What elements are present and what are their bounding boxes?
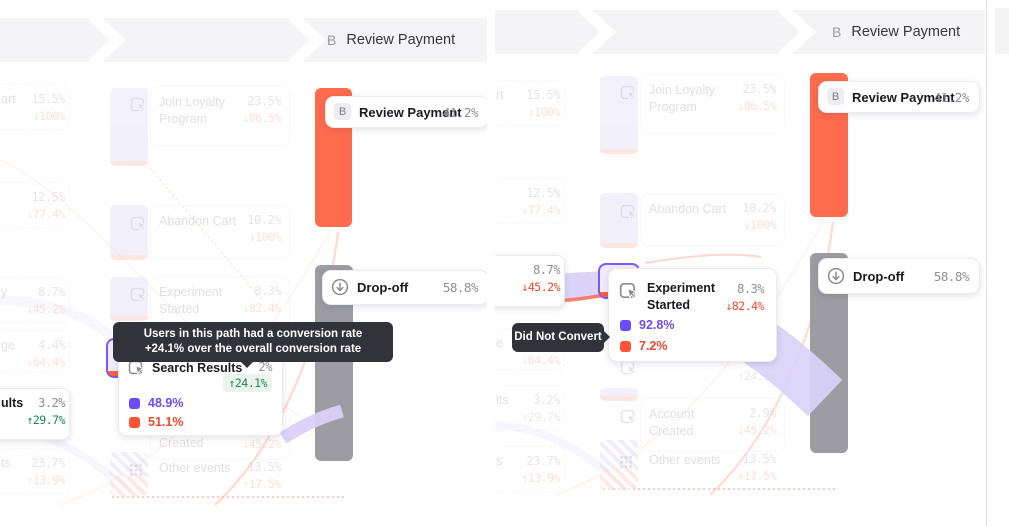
tooltip-caret — [240, 361, 254, 375]
dropoff-icon — [827, 267, 845, 285]
dropoff-icon — [331, 278, 349, 296]
bar-dropoff-tip — [600, 396, 638, 401]
edge-node-page[interactable]: ge 4.4% ↓64.4% — [0, 330, 70, 372]
edge-node-3[interactable]: y 8.7% ↓45.2% — [0, 277, 70, 323]
dropoff-card[interactable]: Drop-off 58.8% — [322, 270, 487, 305]
click-event-icon — [130, 287, 147, 303]
did-not-convert-tooltip: Did Not Convert — [512, 323, 604, 352]
node-card-join-loyalty[interactable]: Join Loyalty Program 23.5% ↓86.5% — [620, 74, 785, 134]
click-event-icon — [620, 85, 637, 101]
legend-did-not-convert: 92.8% — [620, 318, 674, 332]
step-title: Review Payment — [851, 24, 961, 40]
chevron-separators — [578, 10, 817, 54]
node-bar-abandon-cart[interactable] — [600, 193, 638, 248]
bar-dropoff-tip — [110, 316, 148, 321]
node-bar-join-loyalty[interactable] — [110, 88, 148, 166]
edge-node-selected-path-start[interactable]: 8.7% ↓45.2% — [495, 255, 565, 307]
step-badge: B — [334, 103, 351, 120]
edge-node-cart[interactable]: art 15.5% ↓100% — [0, 84, 70, 130]
step-title: Review Payment — [346, 32, 456, 48]
edge-node-cart[interactable]: rt 15.5% ↓100% — [495, 80, 565, 126]
legend-converted: 7.2% — [620, 339, 668, 353]
conversion-delta-badge[interactable]: ↑24.1% — [223, 374, 272, 392]
legend-swatch-red — [620, 340, 631, 352]
converted-card[interactable]: B Review Payment 41.2% — [325, 96, 487, 128]
panel-divider — [986, 0, 987, 526]
edge-node-other-events[interactable]: s 23.7% ↑13.9% — [495, 446, 565, 492]
edge-node-2[interactable]: 12.5% ↓77.4% — [495, 178, 565, 224]
other-events-grid-icon — [130, 464, 142, 476]
edge-node-other-events[interactable]: ts 23.7% ↑13.9% — [0, 448, 70, 494]
experiment-started-hover-card[interactable]: Experiment Started 8.3% ↓82.4% 92.8% 7.2% — [608, 268, 777, 362]
dropoff-card[interactable]: Drop-off 58.8% — [818, 258, 980, 294]
node-card-other-events[interactable]: Other events 13.5% ↑17.5% — [620, 444, 785, 494]
click-event-icon — [620, 409, 637, 425]
node-card-abandon-cart[interactable]: Abandon Cart 10.2% ↓100% — [130, 205, 290, 259]
legend-dropped: 51.1% — [129, 415, 183, 429]
bar-dropoff-tip — [110, 161, 148, 166]
legend-swatch-red — [129, 416, 140, 428]
step-header-band[interactable]: B Review Payment — [0, 18, 487, 62]
bar-dropoff-tip — [600, 149, 638, 154]
legend-swatch-purple — [620, 319, 631, 331]
chevron-separators — [88, 18, 327, 62]
step-review-payment[interactable]: B Review Payment — [327, 18, 455, 62]
other-events-grid-icon — [620, 456, 632, 468]
node-card-other-events[interactable]: Other events 13.5% ↑17.5% — [130, 452, 290, 502]
step-badge: B — [832, 24, 842, 40]
node-bar-other-events[interactable] — [110, 452, 148, 496]
step-header-band[interactable]: B Review Payment — [495, 10, 985, 54]
journey-panel-right: B Review Payment rt 15.5% ↓100% 12.5% ↓7… — [495, 0, 985, 526]
node-bar-account-created[interactable] — [600, 388, 638, 401]
next-panel-band-fragment — [995, 8, 1009, 54]
click-event-icon — [130, 97, 147, 113]
bar-dropoff-tip — [600, 243, 638, 248]
node-card-abandon-cart[interactable]: Abandon Cart 10.2% ↓100% — [620, 193, 785, 247]
node-bar-other-events[interactable] — [600, 440, 638, 490]
edge-node-2[interactable]: 12.5% ↓77.4% — [0, 182, 70, 228]
legend-swatch-purple — [129, 397, 140, 409]
node-bar-abandon-cart[interactable] — [110, 205, 148, 260]
tooltip-caret — [603, 330, 617, 344]
node-card-join-loyalty[interactable]: Join Loyalty Program 23.5% ↓86.5% — [130, 86, 290, 146]
edge-node-search-results[interactable]: lts 3.2% ↑29.7% — [495, 385, 565, 431]
search-results-hover-card[interactable]: Search Results 2% ↑24.1% 48.9% 51.1% — [118, 350, 283, 436]
conversion-rate-tooltip: Users in this path had a conversion rate… — [113, 322, 393, 362]
click-event-icon — [130, 216, 147, 232]
journey-panel-left: B Review Payment art 15.5% ↓100% 12.5% ↓… — [0, 0, 487, 526]
click-event-icon — [620, 204, 637, 220]
legend-converted: 48.9% — [129, 396, 183, 410]
step-badge: B — [827, 88, 844, 105]
converted-card[interactable]: B Review Payment 41.2% — [818, 81, 980, 113]
bar-dropoff-tip — [110, 255, 148, 260]
click-event-icon — [619, 282, 638, 300]
step-review-payment[interactable]: B Review Payment — [832, 10, 960, 54]
step-badge: B — [327, 32, 337, 48]
node-bar-join-loyalty[interactable] — [600, 76, 638, 154]
edge-node-search-results-selected[interactable]: ults 3.2% ↑29.7% — [0, 388, 70, 440]
